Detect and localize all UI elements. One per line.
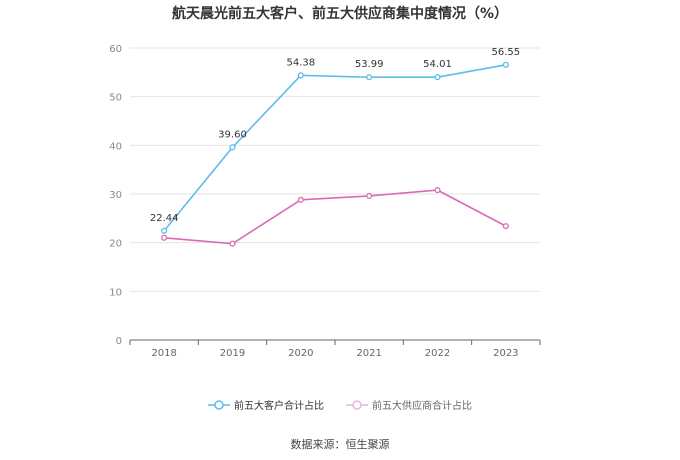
series-0-data-label-2018: 22.44 xyxy=(150,213,179,224)
series-0-data-label-2021: 53.99 xyxy=(355,59,384,70)
legend-swatch-suppliers xyxy=(346,399,368,410)
x-tick-label-2019: 2019 xyxy=(220,348,245,359)
series-1-point-2021 xyxy=(366,192,373,199)
x-tick-label-2018: 2018 xyxy=(151,348,176,359)
series-0-point-2019 xyxy=(229,144,236,151)
series-line-0 xyxy=(163,64,506,232)
series-0-data-label-2023: 56.55 xyxy=(492,47,521,58)
legend-swatch-customers xyxy=(208,399,230,410)
chart-title: 航天晨光前五大客户、前五大供应商集中度情况（%） xyxy=(171,6,509,22)
x-tick-label-2022: 2022 xyxy=(425,348,450,359)
series-0-point-2020 xyxy=(297,72,304,79)
series-0-data-label-2022: 54.01 xyxy=(423,59,452,70)
y-tick-label-60: 60 xyxy=(109,44,122,55)
series-1-point-2022 xyxy=(434,187,441,194)
y-tick-label-50: 50 xyxy=(109,93,122,104)
y-tick-label-10: 10 xyxy=(109,287,122,298)
x-tick-label-2023: 2023 xyxy=(493,348,518,359)
x-tick-label-2020: 2020 xyxy=(288,348,313,359)
series-line-1 xyxy=(164,189,507,245)
series-0-point-2022 xyxy=(434,74,441,81)
y-tick-label-20: 20 xyxy=(109,239,122,250)
series-1-point-2018 xyxy=(161,234,168,241)
series-0-data-label-2020: 54.38 xyxy=(287,57,316,68)
legend-item-suppliers[interactable]: 前五大供应商合计占比 xyxy=(346,397,472,412)
y-tick-label-40: 40 xyxy=(109,141,122,152)
series-0-point-2023 xyxy=(502,61,509,68)
series-1-point-2020 xyxy=(297,196,304,203)
x-tick-label-2021: 2021 xyxy=(356,348,381,359)
series-1-point-2023 xyxy=(502,223,509,230)
series-1-point-2019 xyxy=(229,240,236,247)
y-tick-label-30: 30 xyxy=(109,190,122,201)
series-0-data-label-2019: 39.60 xyxy=(218,129,247,140)
legend-label-suppliers: 前五大供应商合计占比 xyxy=(372,401,472,412)
legend: 前五大客户合计占比 前五大供应商合计占比 xyxy=(0,397,680,412)
y-tick-label-0: 0 xyxy=(116,336,122,347)
series-0-point-2021 xyxy=(366,74,373,81)
data-source: 数据来源：恒生聚源 xyxy=(290,438,390,451)
legend-item-customers[interactable]: 前五大客户合计占比 xyxy=(208,397,324,412)
series-0-point-2018 xyxy=(161,227,168,234)
legend-label-customers: 前五大客户合计占比 xyxy=(234,401,324,412)
